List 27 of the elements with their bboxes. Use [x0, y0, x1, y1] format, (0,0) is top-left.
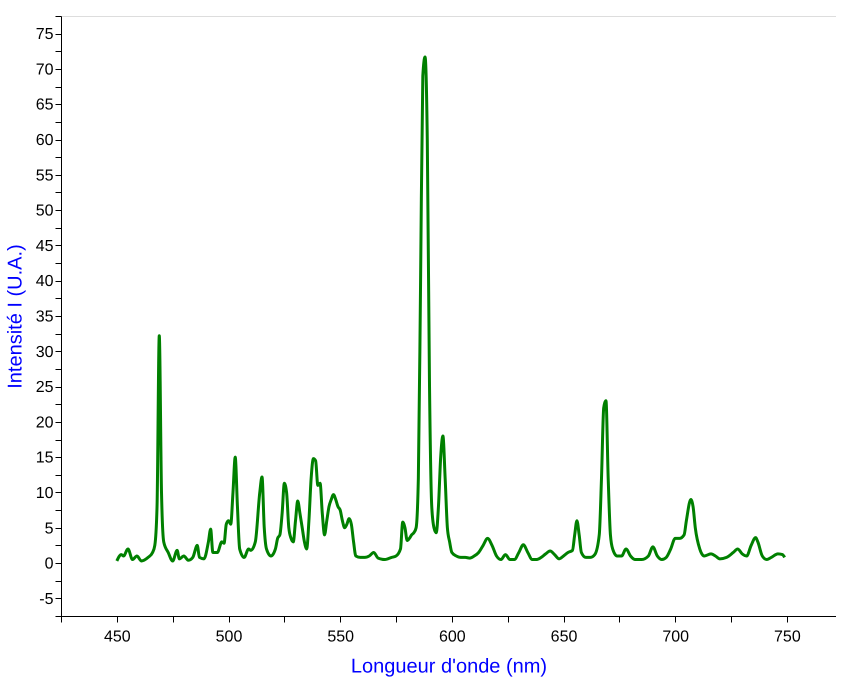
- y-tick-label: 50: [36, 202, 54, 220]
- y-tick-label: 20: [36, 414, 54, 432]
- y-tick-label: 30: [36, 344, 54, 361]
- x-tick-label: 500: [216, 628, 242, 646]
- line-series: [115, 55, 786, 562]
- y-tick-label: 15: [36, 450, 54, 467]
- y-tick-label: 40: [36, 273, 54, 290]
- y-tick-label: 0: [44, 556, 54, 573]
- x-axis-title: Longueur d'onde (nm): [350, 656, 548, 678]
- y-tick-label: 70: [36, 61, 54, 78]
- y-tick-label: 65: [36, 96, 54, 114]
- x-tick-label: 450: [104, 628, 131, 646]
- y-tick-label: 5: [44, 520, 54, 538]
- x-tick-label: 700: [662, 628, 690, 646]
- y-tick-label: 10: [36, 484, 54, 502]
- x-tick-label: 750: [774, 628, 801, 646]
- y-tick-label: -5: [39, 590, 54, 608]
- y-tick-label: 75: [36, 26, 54, 44]
- x-tick-label: 650: [550, 628, 578, 646]
- y-tick-label: 25: [36, 379, 54, 396]
- y-tick-label: 35: [36, 308, 54, 326]
- y-tick-label: 45: [36, 238, 54, 255]
- x-tick-label: 600: [439, 628, 466, 646]
- y-tick-label: 60: [36, 132, 54, 150]
- x-tick-label: 550: [327, 628, 354, 646]
- y-axis-title: Intensité I (U.A.): [4, 244, 27, 389]
- y-tick-label: 55: [36, 167, 54, 184]
